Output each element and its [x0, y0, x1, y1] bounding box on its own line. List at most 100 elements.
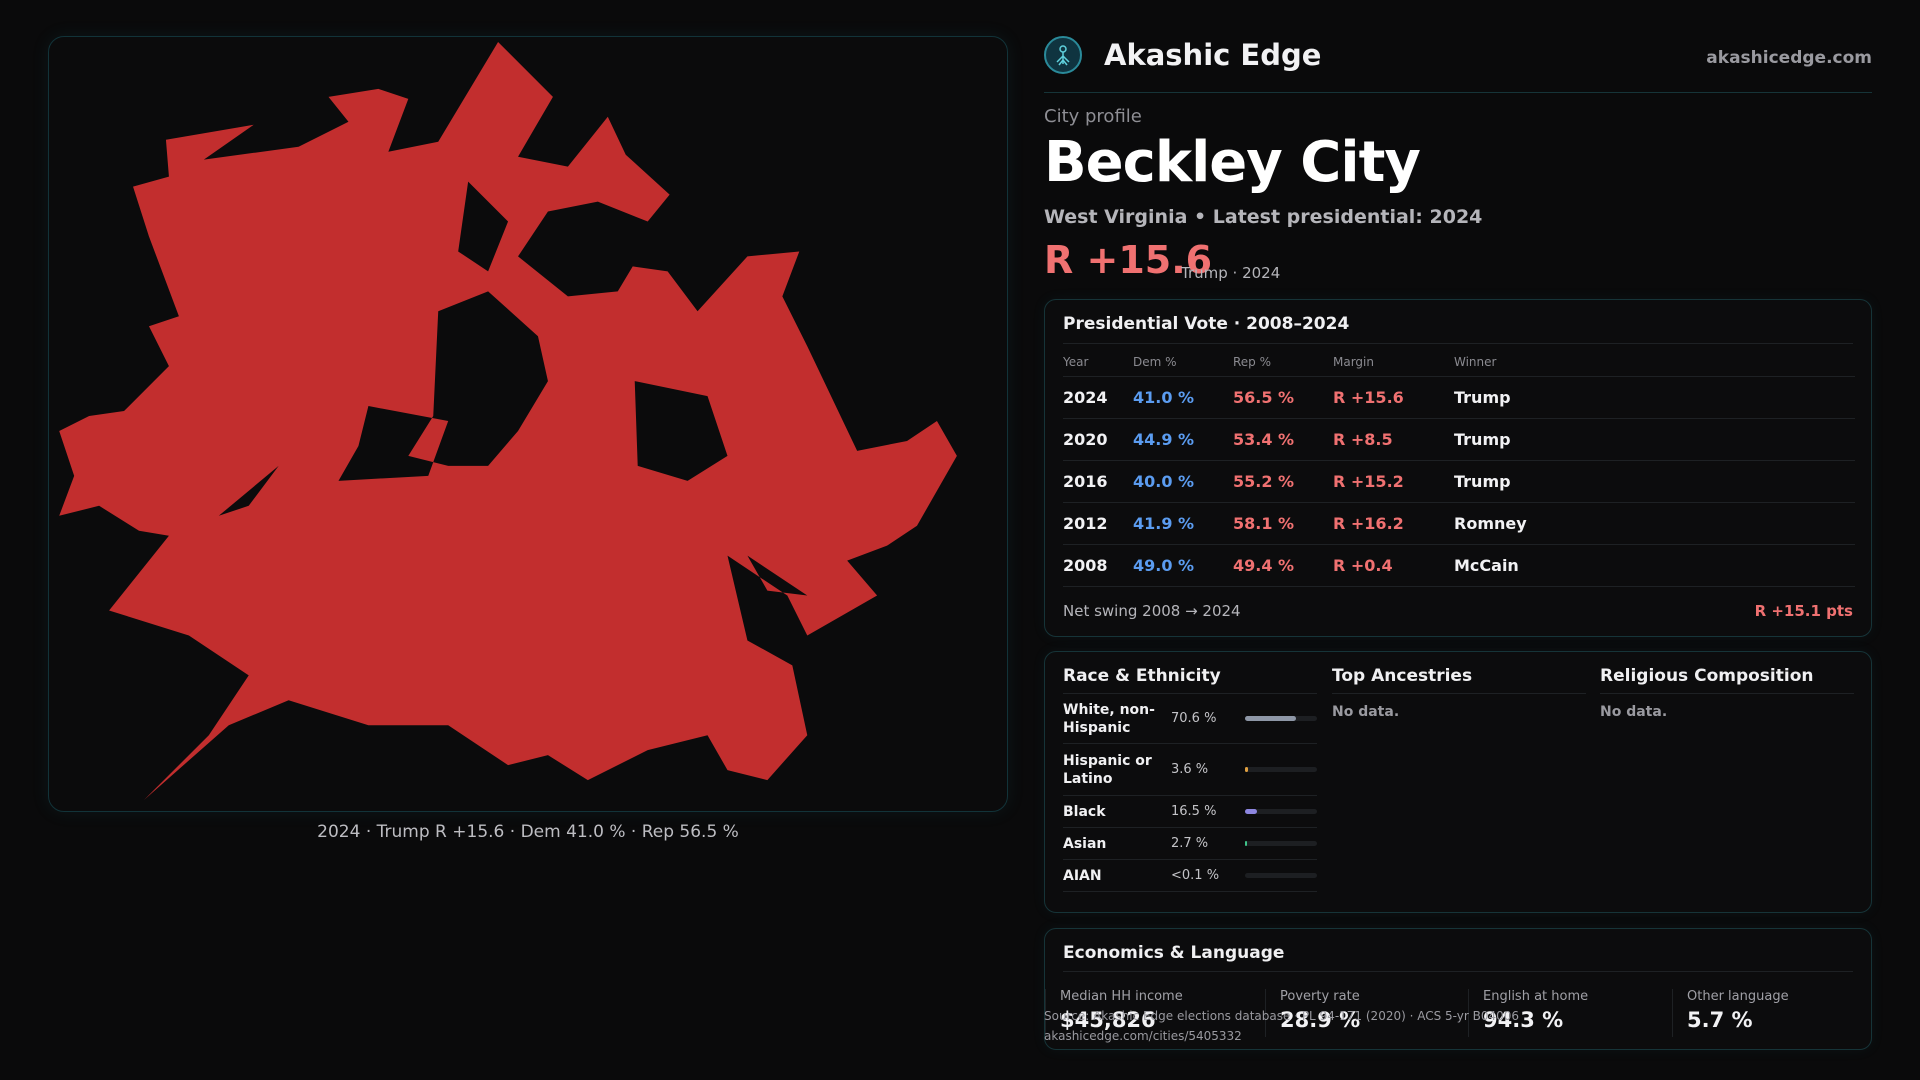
cell-year: 2016 [1063, 460, 1133, 503]
header-bar: Akashic Edge akashicedge.com [1044, 36, 1872, 93]
race-value: 2.7 % [1171, 836, 1209, 851]
race-row: White, non-Hispanic 70.6 % [1063, 694, 1317, 744]
presidential-vote-card: Presidential Vote · 2008–2024 Year Dem %… [1044, 299, 1872, 637]
tree-of-life-icon[interactable] [1044, 36, 1082, 74]
stat-value: 28.9 % [1280, 1008, 1361, 1032]
cell-margin: R +0.4 [1333, 544, 1454, 587]
economics-card: Economics & Language Median HH income $4… [1044, 928, 1872, 1050]
cell-winner: Trump [1454, 460, 1855, 503]
economics-title: Economics & Language [1063, 943, 1285, 963]
stat-value: 94.3 % [1483, 1008, 1564, 1032]
ancestries-title: Top Ancestries [1332, 666, 1586, 694]
race-ethnicity-section: Race & Ethnicity White, non-Hispanic 70.6… [1063, 666, 1317, 892]
city-map[interactable] [48, 36, 1008, 812]
cell-dem: 41.9 % [1133, 502, 1233, 545]
cell-winner: Romney [1454, 502, 1855, 545]
cell-margin: R +8.5 [1333, 418, 1454, 461]
demographics-card: Race & Ethnicity White, non-Hispanic 70.6… [1044, 651, 1872, 913]
cell-margin: R +15.6 [1333, 376, 1454, 419]
cell-rep: 58.1 % [1233, 502, 1333, 545]
city-boundary-map [59, 41, 957, 801]
race-row: Asian 2.7 % [1063, 828, 1317, 860]
col-header-rep: Rep % [1233, 348, 1333, 377]
race-row: Hispanic or Latino 3.6 % [1063, 744, 1317, 796]
race-title: Race & Ethnicity [1063, 666, 1317, 694]
stat-poverty-rate: Poverty rate 28.9 % [1265, 989, 1468, 1037]
net-swing-value: R +15.1 pts [1754, 602, 1853, 620]
race-share-fill [1245, 767, 1248, 772]
race-name: Black [1063, 803, 1106, 820]
cell-winner: McCain [1454, 544, 1855, 587]
divider [1063, 971, 1853, 972]
religion-section: Religious Composition No data. [1600, 666, 1854, 720]
brand-name[interactable]: Akashic Edge [1104, 38, 1322, 72]
site-domain[interactable]: akashicedge.com [1706, 48, 1872, 68]
table-row: 2024 41.0 % 56.5 % R +15.6 Trump [1063, 376, 1855, 419]
race-share-bar [1245, 873, 1317, 878]
race-value: <0.1 % [1171, 868, 1220, 883]
stat-median-income: Median HH income $45,826 [1045, 989, 1265, 1037]
source-footnote: Source: Akashic Edge elections database … [1044, 1006, 1519, 1046]
state-subline: West Virginia • Latest presidential: 202… [1044, 206, 1483, 228]
stat-other-language: Other language 5.7 % [1672, 989, 1872, 1037]
city-boundary-shape [59, 41, 957, 801]
col-header-dem: Dem % [1133, 348, 1233, 377]
stat-label: English at home [1483, 989, 1589, 1004]
race-name: White, non-Hispanic [1063, 701, 1155, 736]
page-title: Beckley City [1044, 130, 1421, 195]
race-value: 70.6 % [1171, 711, 1217, 726]
religion-title: Religious Composition [1600, 666, 1854, 694]
race-value: 3.6 % [1171, 762, 1209, 777]
cell-rep: 56.5 % [1233, 376, 1333, 419]
cell-dem: 44.9 % [1133, 418, 1233, 461]
stat-english-at-home: English at home 94.3 % [1468, 989, 1672, 1037]
col-header-margin: Margin [1333, 348, 1454, 377]
table-header-row: Year Dem % Rep % Margin Winner [1063, 348, 1855, 377]
cell-year: 2024 [1063, 376, 1133, 419]
race-row: Black 16.5 % [1063, 796, 1317, 828]
table-row: 2016 40.0 % 55.2 % R +15.2 Trump [1063, 460, 1855, 503]
table-row: 2012 41.9 % 58.1 % R +16.2 Romney [1063, 502, 1855, 545]
race-name: AIAN [1063, 867, 1102, 884]
profile-kicker: City profile [1044, 106, 1142, 127]
stat-value: $45,826 [1060, 1008, 1156, 1032]
presidential-title: Presidential Vote · 2008–2024 [1063, 314, 1350, 334]
cell-dem: 41.0 % [1133, 376, 1233, 419]
cell-rep: 53.4 % [1233, 418, 1333, 461]
cell-rep: 55.2 % [1233, 460, 1333, 503]
stat-label: Poverty rate [1280, 989, 1360, 1004]
cell-year: 2020 [1063, 418, 1133, 461]
cell-margin: R +16.2 [1333, 502, 1454, 545]
cell-margin: R +15.2 [1333, 460, 1454, 503]
race-share-bar [1245, 767, 1317, 772]
cell-rep: 49.4 % [1233, 544, 1333, 587]
source-url[interactable]: akashicedge.com/cities/5405332 [1044, 1029, 1242, 1043]
ancestries-empty: No data. [1332, 704, 1400, 720]
headline-margin: R +15.6 [1044, 238, 1213, 282]
race-share-fill [1245, 716, 1296, 721]
race-list: White, non-Hispanic 70.6 % Hispanic or Lat… [1063, 694, 1317, 892]
stat-value: 5.7 % [1687, 1008, 1753, 1032]
race-name: Asian [1063, 835, 1107, 852]
divider [1063, 343, 1853, 344]
source-line: Source: Akashic Edge elections database … [1044, 1009, 1520, 1023]
stat-label: Median HH income [1060, 989, 1183, 1004]
margin-note: Trump · 2024 [1181, 264, 1281, 282]
race-share-bar [1245, 716, 1317, 721]
presidential-table: Year Dem % Rep % Margin Winner 2024 41.0… [1063, 348, 1855, 587]
table-row: 2020 44.9 % 53.4 % R +8.5 Trump [1063, 418, 1855, 461]
race-row: AIAN <0.1 % [1063, 860, 1317, 892]
ancestries-section: Top Ancestries No data. [1332, 666, 1586, 720]
race-share-fill [1245, 809, 1257, 814]
col-header-winner: Winner [1454, 348, 1855, 377]
cell-year: 2008 [1063, 544, 1133, 587]
race-share-fill [1245, 841, 1247, 846]
religion-empty: No data. [1600, 704, 1668, 720]
stat-label: Other language [1687, 989, 1789, 1004]
cell-dem: 40.0 % [1133, 460, 1233, 503]
col-header-year: Year [1063, 348, 1133, 377]
cell-winner: Trump [1454, 418, 1855, 461]
net-swing-label: Net swing 2008 → 2024 [1063, 602, 1241, 620]
race-share-bar [1245, 809, 1317, 814]
cell-dem: 49.0 % [1133, 544, 1233, 587]
